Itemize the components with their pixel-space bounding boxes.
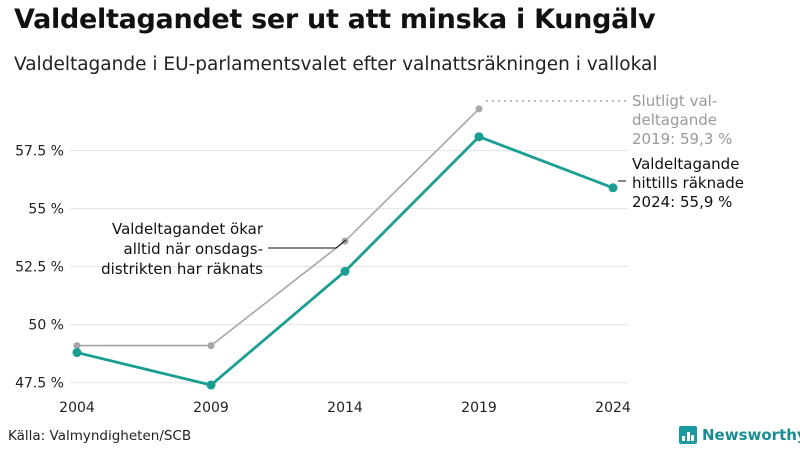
y-tick-label: 50 % <box>28 318 64 334</box>
bar-chart-icon <box>679 426 697 444</box>
y-axis: 47.5 % 50 % 52.5 % 55 % 57.5 % <box>15 144 64 392</box>
teal-end-label-3: 2024: 55,9 % <box>632 193 732 211</box>
series-group <box>72 105 618 390</box>
y-tick-label: 57.5 % <box>15 144 64 160</box>
note-line-2: alltid när onsdags- <box>124 240 263 258</box>
source-note: Källa: Valmyndigheten/SCB <box>8 428 192 444</box>
x-axis: 2004 2009 2014 2019 2024 <box>59 400 631 416</box>
note-line-3: distrikten har räknats <box>101 260 263 278</box>
data-point-counted-2014 <box>340 266 350 276</box>
chart-title: Valdeltagandet ser ut att minska i Kungä… <box>14 4 656 35</box>
x-tick-label: 2024 <box>595 400 631 416</box>
y-tick-label: 47.5 % <box>15 376 64 392</box>
series-line-final-turnout <box>76 108 480 347</box>
note-leader-line <box>268 239 347 249</box>
teal-end-label-2: hittills räknade <box>632 174 744 192</box>
y-tick-label: 55 % <box>28 202 64 218</box>
data-point-counted-2024 <box>608 183 618 193</box>
y-tick-label: 52.5 % <box>15 260 64 276</box>
x-tick-label: 2014 <box>327 400 363 416</box>
teal-end-label-1: Valdeltagande <box>632 155 739 173</box>
grey-end-label-1: Slutligt val- <box>632 92 717 110</box>
chart-subtitle: Valdeltagande i EU-parlamentsvalet efter… <box>14 54 658 75</box>
x-tick-label: 2019 <box>461 400 497 416</box>
data-point-counted-2004 <box>72 348 82 358</box>
data-point-counted-2019 <box>474 132 484 142</box>
data-point-final-2004 <box>73 342 81 350</box>
data-point-counted-2009 <box>206 380 216 390</box>
gridlines <box>70 150 628 384</box>
grey-end-label-2: deltagande <box>632 111 717 129</box>
note-line-1: Valdeltagandet ökar <box>112 220 264 238</box>
grey-end-label-3: 2019: 59,3 % <box>632 130 732 148</box>
data-point-final-2019 <box>475 105 483 113</box>
brand-name: Newsworthy <box>702 426 800 444</box>
data-point-final-2009 <box>207 342 215 350</box>
x-tick-label: 2009 <box>193 400 229 416</box>
line-chart: 47.5 %50 %52.5 %55 %57.5 % 2004 2009 2014 2… <box>15 92 744 416</box>
x-tick-label: 2004 <box>59 400 95 416</box>
brand-logo: Newsworthy <box>679 426 800 444</box>
